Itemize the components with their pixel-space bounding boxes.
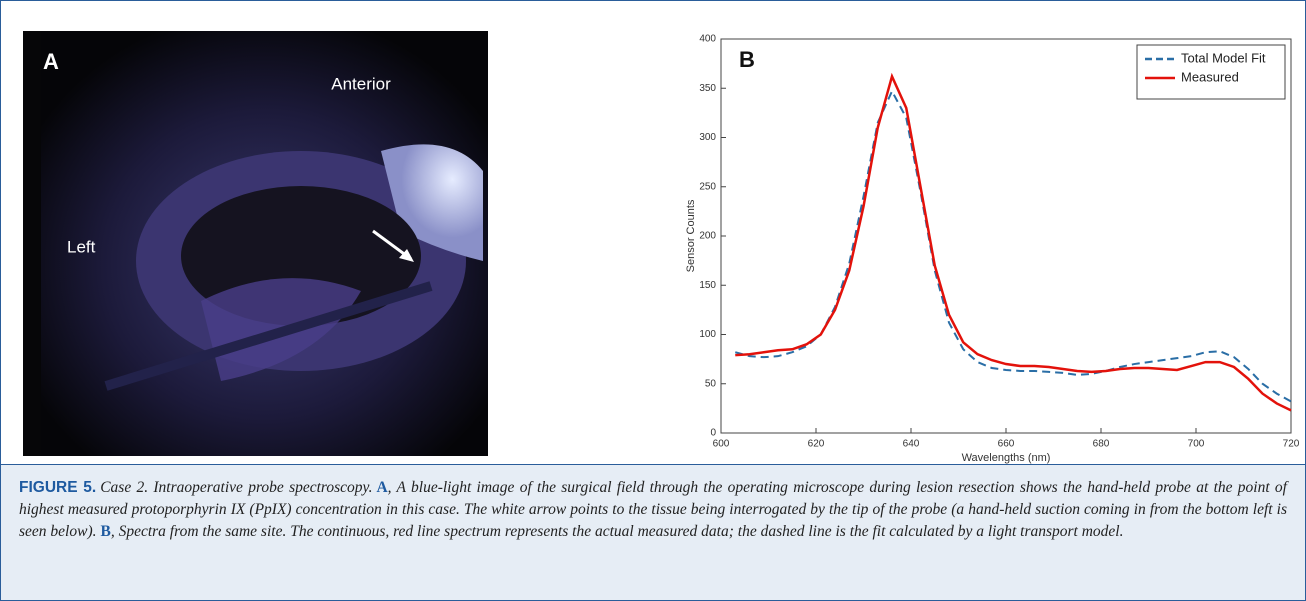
photo: A Anterior Left [23,31,488,456]
caption-text: , Spectra from the same site. The contin… [110,523,1124,540]
annotation: Anterior [331,74,391,93]
figure-panels: A Anterior Left 0 50 100 150 200 250 300 350 400… [23,31,1300,464]
caption-text: , A blue-light image of the surgical fie… [19,479,1287,540]
y-tick-label: 250 [699,181,716,192]
x-tick-label: 720 [1283,439,1300,450]
y-tick-label: 50 [705,378,717,389]
x-tick-label: 620 [808,439,825,450]
y-tick-label: 200 [699,231,716,242]
legend-label: Total Model Fit [1181,50,1266,65]
series-line [735,72,1292,412]
y-tick-label: 400 [699,34,716,45]
x-axis-label: Wavelengths (nm) [962,452,1051,464]
y-axis-label: Sensor Counts [685,199,697,272]
caption-text: Case 2. Intraoperative probe spectroscop… [100,479,373,496]
plot-area [720,38,1292,434]
y-tick-label: 0 [710,428,716,439]
caption: FIGURE 5. Case 2. Intraoperative probe sp… [1,464,1305,600]
y-tick-label: 150 [699,280,716,291]
y-tick-label: 350 [699,83,716,94]
x-tick-label: 680 [1093,439,1110,450]
y-tick-label: 100 [699,329,716,340]
panel-ref: A [376,479,388,496]
annotation: Left [67,237,96,256]
panel-label: A [43,49,59,74]
x-tick-label: 660 [998,439,1015,450]
x-tick-label: 600 [713,439,730,450]
y-tick-label: 300 [699,132,716,143]
panel-label: B [739,47,755,72]
caption-label: FIGURE 5. [19,479,97,496]
panel-ref: B [100,523,111,540]
legend [1136,44,1286,100]
x-tick-label: 640 [903,439,920,450]
x-tick-label: 700 [1188,439,1205,450]
legend-label: Measured [1181,69,1239,84]
